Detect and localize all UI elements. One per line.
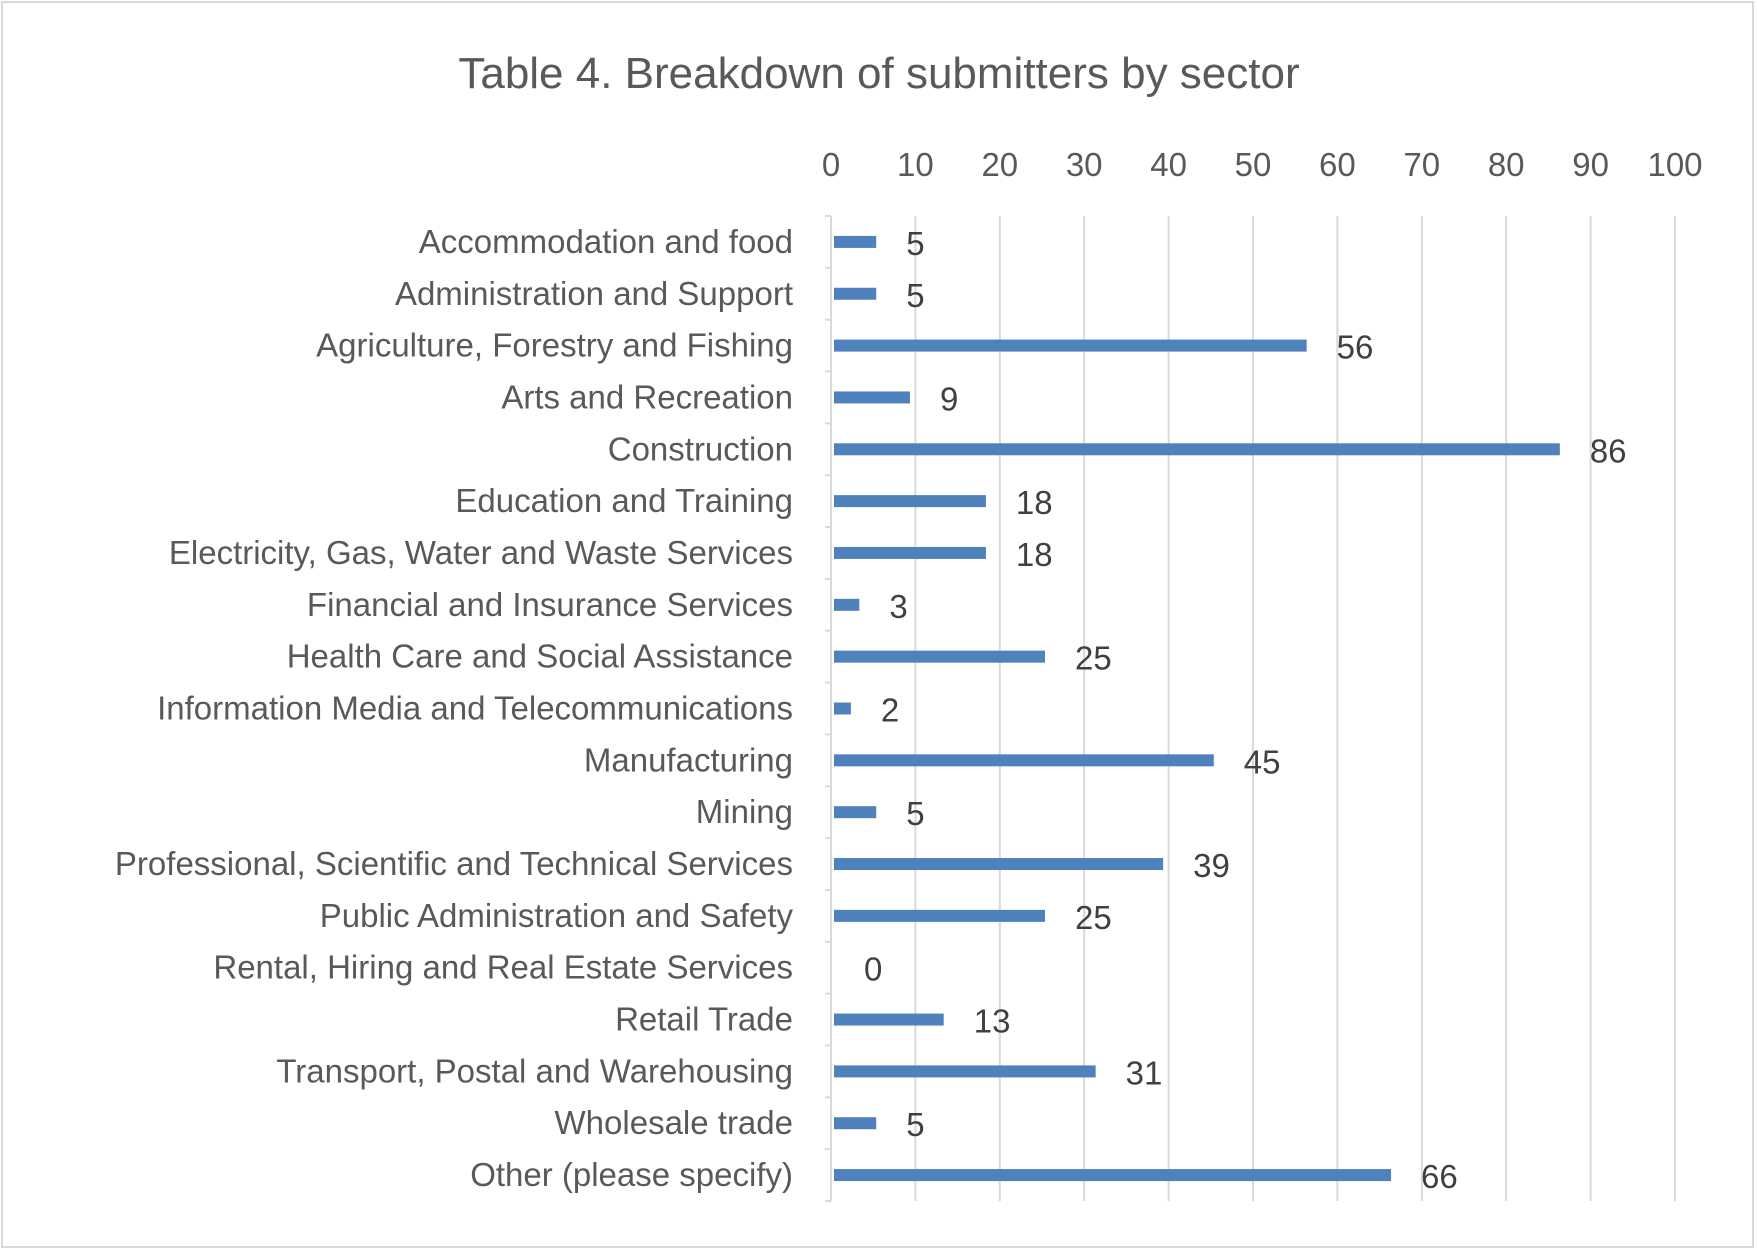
data-label: 5: [906, 795, 924, 832]
x-tick-label: 90: [1572, 146, 1609, 183]
bars: [834, 235, 1560, 1182]
category-label: Mining: [696, 793, 793, 830]
category-label: Education and Training: [455, 482, 793, 519]
x-tick-label: 30: [1066, 146, 1103, 183]
bar: [834, 546, 986, 559]
category-label: Arts and Recreation: [501, 378, 793, 415]
bar: [834, 806, 877, 819]
bar: [834, 598, 860, 611]
data-label: 5: [906, 225, 924, 262]
data-label: 9: [940, 380, 958, 417]
x-tick-label: 10: [897, 146, 934, 183]
category-label: Electricity, Gas, Water and Waste Servic…: [169, 534, 793, 571]
x-tick-label: 40: [1150, 146, 1187, 183]
bar: [834, 495, 986, 508]
data-label: 3: [889, 588, 907, 625]
category-label: Other (please specify): [470, 1156, 793, 1193]
data-label: 86: [1590, 432, 1627, 469]
bar: [834, 235, 877, 248]
data-label: 18: [1016, 536, 1053, 573]
data-label: 56: [1337, 329, 1374, 366]
bar: [834, 391, 910, 404]
bar: [834, 1117, 877, 1130]
data-label: 39: [1193, 847, 1230, 884]
bar: [834, 339, 1307, 352]
category-label: Manufacturing: [584, 741, 793, 778]
category-label: Accommodation and food: [419, 223, 793, 260]
data-label: 13: [974, 1003, 1011, 1040]
bar: [834, 754, 1214, 767]
category-label: Health Care and Social Assistance: [287, 638, 793, 675]
category-label: Wholesale trade: [555, 1104, 793, 1141]
data-label: 5: [906, 1106, 924, 1143]
x-tick-label: 70: [1403, 146, 1440, 183]
category-label: Transport, Postal and Warehousing: [276, 1052, 793, 1089]
category-label: Information Media and Telecommunications: [157, 690, 793, 727]
data-label: 25: [1075, 899, 1112, 936]
data-label: 5: [906, 277, 924, 314]
category-labels: Accommodation and food Administration and…: [115, 223, 794, 1193]
bar: [834, 1013, 944, 1026]
data-labels: 5 5 56 9 86 18 18 3 25 2 45 5 39 25 0 13 31 5 66: [864, 225, 1627, 1195]
data-label: 31: [1126, 1054, 1163, 1091]
data-label: 18: [1016, 484, 1053, 521]
gridlines: [914, 216, 1676, 1201]
x-tick-label: 100: [1647, 146, 1702, 183]
category-label: Professional, Scientific and Technical S…: [115, 845, 793, 882]
bar: [834, 1065, 1096, 1078]
bar: [834, 858, 1164, 871]
bar: [834, 909, 1045, 922]
category-label: Construction: [608, 430, 793, 467]
x-tick-label: 50: [1235, 146, 1272, 183]
bar-chart: Table 4. Breakdown of submitters by sect…: [115, 49, 1703, 1202]
bar: [834, 443, 1560, 456]
x-tick-label: 0: [822, 146, 840, 183]
data-label: 25: [1075, 640, 1112, 677]
chart-title: Table 4. Breakdown of submitters by sect…: [458, 49, 1299, 98]
bar: [834, 1169, 1392, 1182]
bar: [834, 650, 1045, 663]
category-label: Agriculture, Forestry and Fishing: [316, 327, 793, 364]
category-label: Financial and Insurance Services: [307, 586, 793, 623]
x-tick-label: 60: [1319, 146, 1356, 183]
bar: [834, 702, 851, 715]
data-label: 2: [881, 692, 899, 729]
category-label: Public Administration and Safety: [320, 897, 794, 934]
x-tick-label: 80: [1488, 146, 1525, 183]
x-axis-tick-labels: 0 10 20 30 40 50 60 70 80 90 100: [822, 146, 1703, 183]
category-label: Administration and Support: [395, 275, 793, 312]
data-label: 66: [1421, 1158, 1458, 1195]
x-tick-label: 20: [981, 146, 1018, 183]
data-label: 0: [864, 951, 882, 988]
category-label: Rental, Hiring and Real Estate Services: [213, 949, 793, 986]
category-label: Retail Trade: [615, 1001, 793, 1038]
bar: [834, 287, 877, 300]
data-label: 45: [1244, 743, 1281, 780]
category-axis: [825, 215, 832, 1202]
